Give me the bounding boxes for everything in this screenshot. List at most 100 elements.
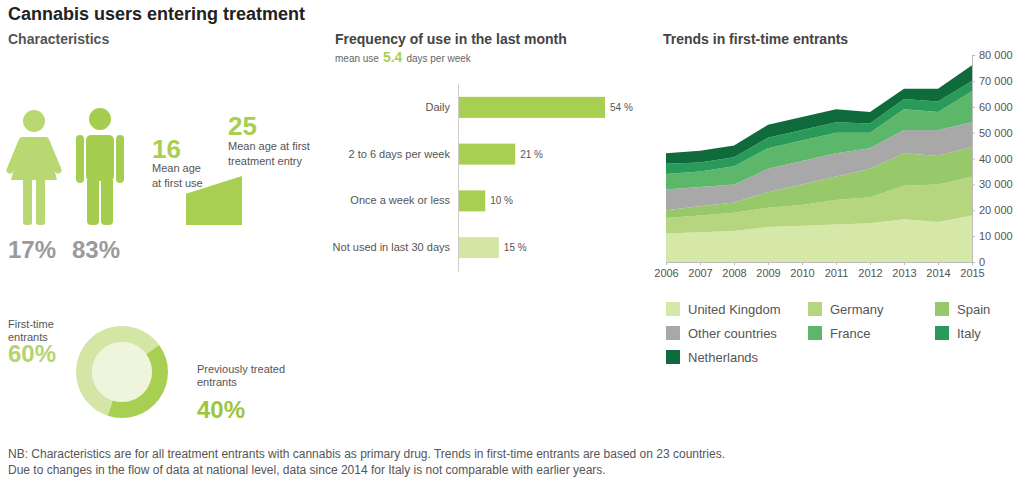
tick: 10 000 bbox=[972, 230, 1013, 242]
bar bbox=[458, 190, 485, 211]
note: Due to changes in the flow of data at na… bbox=[8, 463, 606, 477]
tick: 2006 bbox=[654, 262, 678, 279]
icon-leg bbox=[101, 176, 113, 225]
tick: 2014 bbox=[926, 262, 950, 279]
subtitle-text: days per week bbox=[406, 53, 471, 64]
tick-label: 20 000 bbox=[979, 204, 1013, 216]
tick: 2010 bbox=[790, 262, 814, 279]
subtitle-value: 5.4 bbox=[383, 49, 403, 65]
area-chart: Trends in first-time entrants010 00020 0… bbox=[654, 31, 1012, 365]
tick-label: 2014 bbox=[926, 267, 950, 279]
legend-label: Other countries bbox=[688, 326, 777, 341]
legend-label: Italy bbox=[957, 326, 981, 341]
tick-label: 2011 bbox=[825, 267, 849, 279]
slice-label: Previously treatedentrants bbox=[197, 363, 285, 388]
tick: 60 000 bbox=[972, 101, 1013, 113]
tick-label: 50 000 bbox=[979, 127, 1013, 139]
chart-title: Frequency of use in the last month bbox=[335, 31, 567, 47]
axis-line bbox=[458, 85, 459, 272]
legend-label: Germany bbox=[830, 302, 884, 317]
age-value: 16 bbox=[152, 134, 181, 164]
slice bbox=[108, 345, 168, 418]
tick-mark bbox=[972, 184, 975, 185]
characteristics: Characteristics17%83%16Mean ageat first … bbox=[8, 31, 310, 263]
tick-mark bbox=[938, 262, 939, 265]
legend-swatch bbox=[666, 326, 680, 340]
tick: 2008 bbox=[722, 262, 746, 279]
icon-leg bbox=[23, 178, 32, 225]
legend-swatch bbox=[808, 326, 822, 340]
label-line: Previously treated bbox=[197, 363, 285, 375]
icon-body bbox=[86, 135, 114, 181]
data-label: 15 % bbox=[504, 242, 527, 253]
note: NB: Characteristics are for all treatmen… bbox=[8, 447, 725, 461]
tick: 50 000 bbox=[972, 127, 1013, 139]
tick: 2013 bbox=[892, 262, 916, 279]
tick: 2011 bbox=[825, 262, 849, 279]
subtitle: mean use5.4days per week bbox=[335, 49, 472, 65]
tick: 20 000 bbox=[972, 204, 1013, 216]
age-label: at first use bbox=[152, 177, 203, 189]
legend-label: France bbox=[830, 326, 870, 341]
tick-label: 10 000 bbox=[979, 230, 1013, 242]
age-label: treatment entry bbox=[228, 155, 302, 167]
tick-mark bbox=[972, 133, 975, 134]
tick-mark bbox=[666, 262, 667, 265]
icon-arm bbox=[10, 141, 22, 170]
tick-mark bbox=[870, 262, 871, 265]
data-label: 21 % bbox=[520, 149, 543, 160]
chart-title: Trends in first-time entrants bbox=[663, 31, 848, 47]
icon-head bbox=[23, 110, 45, 132]
tick-label: Not used in last 30 days bbox=[333, 241, 451, 253]
icon-head bbox=[89, 108, 111, 130]
female-icon bbox=[10, 110, 58, 225]
legend-swatch bbox=[666, 350, 680, 364]
notes: NB: Characteristics are for all treatmen… bbox=[8, 447, 725, 477]
tick-mark bbox=[972, 236, 975, 237]
tick-label: 2015 bbox=[960, 267, 984, 279]
legend-label: Spain bbox=[957, 302, 990, 317]
tick-label: 80 000 bbox=[979, 49, 1013, 61]
donut-chart: First-time entrants 60% Previously treatede… bbox=[8, 318, 285, 423]
tick: 2015 bbox=[960, 262, 984, 279]
bars bbox=[458, 97, 605, 258]
tick-label: 70 000 bbox=[979, 75, 1013, 87]
tick-mark bbox=[972, 81, 975, 82]
x-axis: 2006200720082009201020112012201320142015 bbox=[654, 262, 984, 279]
legend-swatch bbox=[935, 326, 949, 340]
tick-label: 2008 bbox=[722, 267, 746, 279]
tick-label: 2009 bbox=[756, 267, 780, 279]
areas bbox=[666, 65, 972, 262]
tick-mark bbox=[836, 262, 837, 265]
label-line: entrants bbox=[197, 376, 237, 388]
slice-value: 60% bbox=[8, 340, 56, 367]
tick: 2 to 6 days per week bbox=[348, 148, 450, 160]
tick: 30 000 bbox=[972, 178, 1013, 190]
bar bbox=[458, 97, 605, 118]
legend-label: Netherlands bbox=[688, 350, 759, 365]
donut-center bbox=[92, 342, 152, 402]
tick-mark bbox=[904, 262, 905, 265]
icon-arm bbox=[116, 135, 124, 183]
tick-mark bbox=[768, 262, 769, 265]
label-line: First-time bbox=[8, 318, 54, 330]
bar bbox=[458, 237, 499, 258]
tick: Not used in last 30 days bbox=[333, 241, 451, 253]
y-axis: Daily2 to 6 days per weekOnce a week or … bbox=[333, 85, 459, 272]
legend-swatch bbox=[808, 302, 822, 316]
female-share: 17% bbox=[8, 236, 56, 263]
tick-mark bbox=[972, 262, 973, 265]
tick-mark bbox=[972, 159, 975, 160]
age-label: Mean age at first bbox=[228, 140, 310, 152]
tick-mark bbox=[972, 107, 975, 108]
tick-label: 2006 bbox=[654, 267, 678, 279]
male-icon bbox=[76, 108, 124, 225]
legend-swatch bbox=[666, 302, 680, 316]
icon-leg bbox=[87, 176, 99, 225]
icon-arm bbox=[76, 135, 84, 183]
tick-label: 30 000 bbox=[979, 178, 1013, 190]
axis-line bbox=[973, 56, 976, 263]
tick: 80 000 bbox=[972, 49, 1013, 61]
tick-label: 2 to 6 days per week bbox=[348, 148, 450, 160]
tick: Daily bbox=[426, 101, 451, 113]
